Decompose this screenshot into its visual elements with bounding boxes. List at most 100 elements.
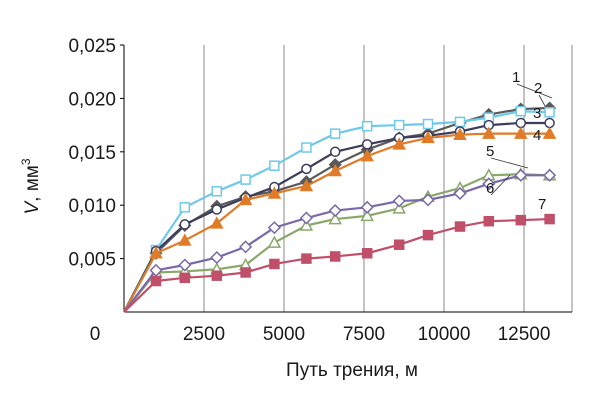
series-number-label: 4 bbox=[533, 127, 541, 144]
y-tick-label: 0,020 bbox=[68, 89, 116, 110]
data-point bbox=[179, 272, 191, 284]
y-axis-title-main: V bbox=[22, 200, 43, 215]
series-6 bbox=[123, 168, 557, 313]
series-2 bbox=[123, 105, 555, 313]
data-point bbox=[301, 253, 312, 264]
series-4 bbox=[123, 126, 557, 313]
series-number-label: 7 bbox=[538, 196, 546, 213]
data-point bbox=[328, 163, 342, 177]
series-lines bbox=[123, 101, 557, 313]
data-point bbox=[360, 208, 374, 222]
data-point bbox=[240, 174, 251, 185]
data-point bbox=[179, 202, 191, 213]
data-point bbox=[211, 204, 223, 215]
data-point bbox=[422, 118, 434, 130]
data-point bbox=[178, 233, 192, 246]
data-point bbox=[514, 126, 528, 139]
data-point bbox=[542, 126, 557, 139]
data-point bbox=[299, 218, 314, 231]
label-leader-line bbox=[490, 157, 529, 169]
data-point bbox=[179, 219, 191, 230]
data-point bbox=[515, 117, 527, 129]
data-point bbox=[544, 213, 555, 225]
data-point bbox=[240, 267, 251, 278]
data-point bbox=[269, 160, 280, 171]
data-point bbox=[454, 116, 466, 128]
data-point bbox=[210, 250, 224, 265]
x-tick-labels: 2500 5000 7500 10000 12500 bbox=[183, 324, 551, 345]
data-point bbox=[210, 216, 224, 229]
data-point bbox=[267, 235, 282, 248]
data-point bbox=[483, 215, 495, 227]
data-point bbox=[482, 126, 496, 139]
grid-lines bbox=[203, 45, 573, 312]
data-point bbox=[211, 186, 223, 197]
data-point bbox=[361, 120, 373, 132]
y-axis-title: V, мм3 bbox=[19, 158, 43, 214]
data-point bbox=[269, 258, 280, 270]
data-point bbox=[178, 258, 192, 272]
data-point bbox=[393, 119, 405, 131]
data-point bbox=[454, 221, 466, 232]
data-point bbox=[328, 212, 342, 225]
data-point bbox=[515, 214, 527, 226]
data-point bbox=[361, 248, 373, 259]
label-leader-line bbox=[538, 94, 546, 107]
data-point bbox=[421, 130, 435, 144]
data-point bbox=[211, 270, 223, 281]
y-tick-label: 0,005 bbox=[68, 250, 116, 271]
data-point bbox=[329, 251, 341, 262]
series-number-label: 3 bbox=[533, 105, 541, 122]
data-point bbox=[421, 193, 435, 207]
data-point bbox=[392, 194, 406, 208]
x-tick-label: 2500 bbox=[183, 324, 225, 345]
data-point bbox=[393, 239, 405, 250]
data-point bbox=[544, 107, 555, 118]
x-tick-label: 5000 bbox=[263, 324, 305, 345]
data-point bbox=[360, 200, 374, 214]
data-point bbox=[453, 186, 467, 201]
svg-text:V, мм3: V, мм3 bbox=[19, 158, 43, 214]
y-axis-title-superscript: 3 bbox=[19, 158, 33, 165]
y-tick-label: 0,010 bbox=[68, 196, 116, 217]
data-point bbox=[360, 149, 374, 162]
data-point bbox=[329, 146, 341, 158]
y-tick-label: 0,025 bbox=[68, 36, 116, 57]
data-point bbox=[543, 168, 557, 182]
series-number-label: 6 bbox=[486, 180, 494, 197]
data-point bbox=[515, 105, 527, 117]
x-tick-label: 7500 bbox=[343, 324, 385, 345]
data-point bbox=[150, 275, 162, 287]
series-7 bbox=[123, 213, 555, 313]
y-axis-title-unit: , мм bbox=[22, 165, 43, 202]
x-axis-title: Путь трения, м bbox=[286, 360, 418, 381]
y-tick-label: 0,015 bbox=[68, 143, 116, 164]
data-point bbox=[301, 142, 312, 153]
data-point bbox=[392, 137, 406, 150]
series-number-label: 1 bbox=[512, 69, 520, 86]
data-point bbox=[239, 240, 253, 254]
data-point bbox=[514, 168, 528, 182]
data-point bbox=[267, 186, 282, 199]
data-point bbox=[329, 128, 341, 139]
series-number-label: 2 bbox=[534, 80, 542, 97]
data-point bbox=[238, 192, 253, 206]
label-leader-line bbox=[490, 174, 511, 196]
data-point bbox=[453, 127, 467, 140]
data-point bbox=[299, 178, 314, 192]
data-point bbox=[392, 201, 406, 214]
data-point bbox=[422, 229, 434, 241]
series-labels: 12 3 4 5 6 7 bbox=[486, 69, 553, 213]
data-point bbox=[301, 163, 312, 175]
data-point bbox=[149, 246, 163, 259]
data-point bbox=[361, 139, 373, 150]
origin-tick-label: 0 bbox=[90, 324, 101, 345]
y-tick-labels: 0,005 0,010 0,015 0,020 0,025 bbox=[68, 36, 124, 271]
data-point bbox=[267, 221, 281, 235]
label-leader-line bbox=[516, 83, 553, 99]
x-tick-label: 12500 bbox=[498, 324, 551, 345]
data-point bbox=[299, 211, 313, 225]
